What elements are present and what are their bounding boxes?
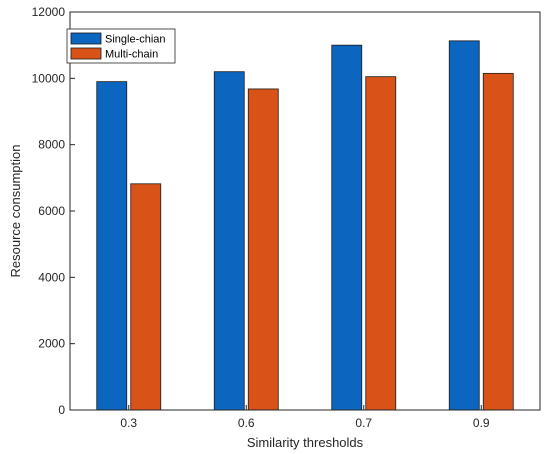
bar-single-chain-0.7 [331, 44, 363, 411]
bars-layer [96, 40, 514, 411]
bar-multi-chain-0.6 [247, 88, 279, 411]
x-tick-label: 0.3 [120, 416, 137, 430]
y-tick-label: 12000 [32, 5, 66, 19]
legend: Single-chian Multi-chain [66, 28, 176, 64]
y-tick-label: 8000 [38, 138, 65, 152]
y-tick-label: 4000 [38, 270, 65, 284]
bar-multi-chain-0.7 [365, 76, 397, 411]
legend-swatch-single-chain [70, 32, 102, 45]
x-tick-label: 0.7 [355, 416, 372, 430]
y-axis: 0 2000 4000 6000 8000 10000 12000 [32, 5, 75, 417]
y-tick-label: 10000 [32, 71, 66, 85]
x-axis: 0.3 0.6 0.7 0.9 [120, 405, 490, 430]
bar-single-chain-0.3 [96, 81, 128, 411]
x-tick-label: 0.6 [238, 416, 255, 430]
bar-single-chain-0.6 [213, 71, 245, 411]
y-axis-title: Resource consumption [8, 145, 23, 278]
y-tick-label: 2000 [38, 337, 65, 351]
legend-label-multi-chain: Multi-chain [105, 49, 158, 61]
bar-single-chain-0.9 [448, 40, 480, 411]
legend-label-single-chain: Single-chian [105, 34, 166, 46]
bar-multi-chain-0.9 [482, 72, 514, 411]
legend-swatch-multi-chain [70, 47, 102, 60]
x-axis-title: Similarity thresholds [247, 435, 364, 450]
y-tick-label: 6000 [38, 204, 65, 218]
x-tick-label: 0.9 [473, 416, 490, 430]
bar-multi-chain-0.3 [130, 183, 162, 411]
y-tick-label: 0 [58, 403, 65, 417]
